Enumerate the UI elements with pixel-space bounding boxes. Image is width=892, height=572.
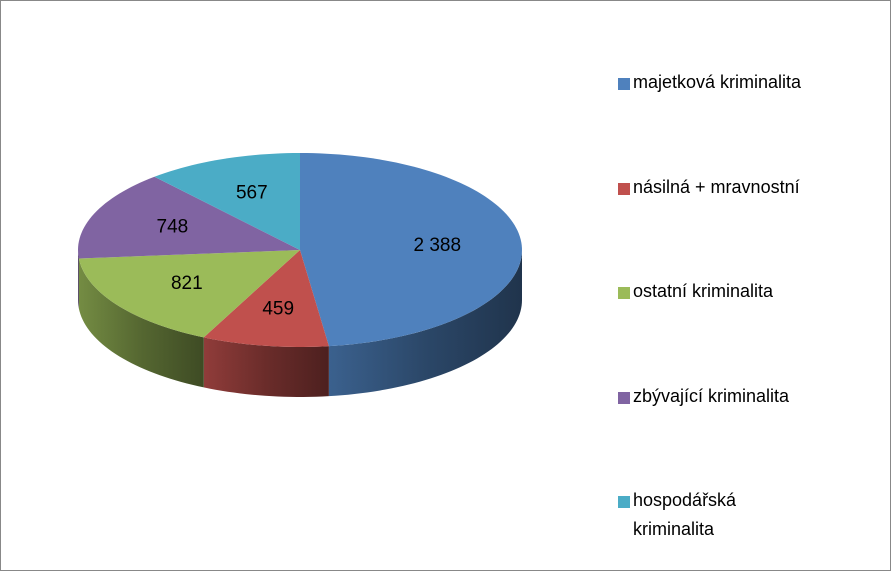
legend-label: zbývající kriminalita [633,385,790,406]
data-label: 821 [171,273,203,294]
legend-label: ostatní kriminalita [633,281,774,301]
legend-item: násilná + mravnostní [618,177,813,202]
legend-item: zbývající kriminalita [618,386,813,411]
legend-label: hospodářská kriminalita [633,490,737,539]
data-label: 459 [262,298,294,319]
legend-item: ostatní kriminalita [618,281,813,306]
slice [300,153,522,347]
slice-side [203,337,329,397]
legend-item: majetková kriminalita [618,72,813,97]
legend-item: hospodářská kriminalita [618,490,813,544]
data-label: 748 [157,217,189,238]
slice [78,250,300,338]
slice [78,176,300,259]
legend-label: majetková kriminalita [633,72,802,92]
legend-swatch [618,287,630,299]
legend-label: násilná + mravnostní [633,176,800,197]
data-label: 567 [236,183,268,204]
legend-swatch [618,391,630,404]
legend-swatch [618,182,630,195]
legend-swatch [618,78,630,90]
slice-side [78,250,79,309]
legend-swatch [618,496,630,508]
slice [154,153,300,250]
slice [203,250,329,347]
slice-side [78,258,204,388]
data-label: 2 388 [414,235,462,256]
slice-side [328,250,522,397]
